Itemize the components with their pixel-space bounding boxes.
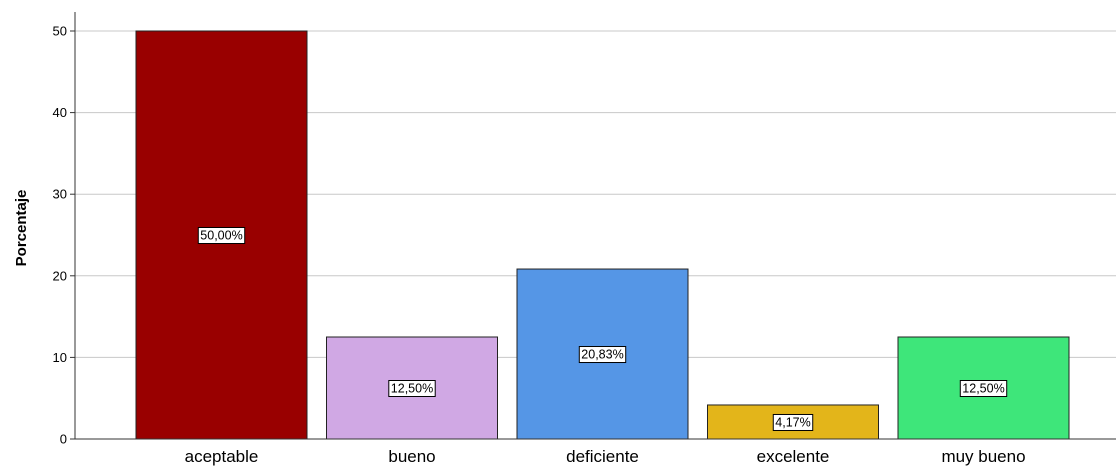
y-axis-label: Porcentaje: [13, 190, 30, 267]
data-label-box: [772, 413, 814, 431]
data-label-box: [578, 346, 627, 364]
data-labels: 50,00% 12,50% 20,83% 4,17% 12,50%: [197, 227, 1008, 431]
x-tick-label: excelente: [757, 447, 830, 466]
y-tick-label: 0: [60, 432, 67, 447]
data-label-text: 12,50%: [391, 382, 433, 396]
data-label: 50,00%: [197, 227, 246, 244]
x-tick-label: bueno: [388, 447, 435, 466]
data-label: 12,50%: [388, 380, 436, 397]
data-label: 4,17%: [772, 413, 814, 431]
data-label: 12,50%: [959, 380, 1008, 397]
data-label-text: 20,83%: [581, 348, 623, 362]
data-label-text: 4,17%: [775, 415, 810, 429]
y-tick-label: 20: [53, 268, 67, 283]
x-tick-label: deficiente: [566, 447, 639, 466]
x-tick-label: aceptable: [185, 447, 259, 466]
y-axis-ticks: 0 10 20 30 40 50: [53, 24, 75, 447]
data-label-text: 12,50%: [962, 382, 1004, 396]
data-label-box: [197, 227, 246, 244]
y-tick-label: 30: [53, 187, 67, 202]
data-label-box: [959, 380, 1008, 397]
y-tick-label: 50: [53, 24, 67, 39]
y-tick-label: 40: [53, 105, 67, 120]
data-label: 20,83%: [578, 346, 627, 364]
x-axis-labels: aceptable bueno deficiente excelente muy bue…: [185, 447, 1026, 466]
data-label-box: [388, 380, 436, 397]
x-tick-label: muy bueno: [941, 447, 1025, 466]
data-label-text: 50,00%: [200, 229, 242, 243]
bars: [135, 30, 1070, 440]
y-tick-label: 10: [53, 350, 67, 365]
